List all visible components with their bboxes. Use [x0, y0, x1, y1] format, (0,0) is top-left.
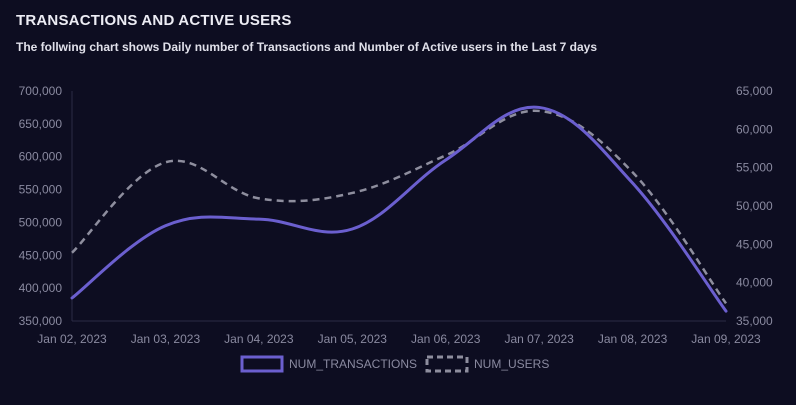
left-tick-label: 500,000	[19, 215, 63, 229]
legend-item-num-users[interactable]: NUM_USERS	[425, 355, 549, 373]
x-axis: Jan 02, 2023 Jan 03, 2023 Jan 04, 2023 Jan …	[37, 320, 761, 346]
right-tick-label: 60,000	[736, 122, 773, 136]
series-line-num-users	[71, 109, 728, 305]
chart-title: TRANSACTIONS AND ACTIVE USERS	[16, 12, 292, 29]
x-tick-label: Jan 05, 2023	[318, 332, 388, 346]
legend-swatch	[425, 355, 469, 373]
legend-label: NUM_USERS	[474, 357, 549, 371]
right-tick-label: 40,000	[736, 276, 773, 290]
right-tick-label: 35,000	[736, 314, 773, 328]
left-tick-label: 600,000	[19, 150, 63, 164]
legend-label: NUM_TRANSACTIONS	[289, 357, 417, 371]
left-axis: 350,000 400,000 450,000 500,000 550,000 600,0…	[19, 84, 73, 328]
legend[interactable]: NUM_TRANSACTIONS NUM_USERS	[240, 355, 549, 373]
series-lines	[70, 105, 728, 313]
x-tick-label: Jan 07, 2023	[504, 332, 574, 346]
left-tick-label: 550,000	[19, 183, 63, 197]
x-tick-label: Jan 02, 2023	[37, 332, 107, 346]
series-line-num-transactions	[70, 105, 728, 313]
x-tick-label: Jan 09, 2023	[691, 332, 761, 346]
x-tick-label: Jan 04, 2023	[224, 332, 294, 346]
right-tick-label: 55,000	[736, 161, 773, 175]
x-tick-label: Jan 03, 2023	[131, 332, 201, 346]
left-tick-label: 650,000	[19, 117, 63, 131]
legend-swatch	[240, 355, 284, 373]
chart-subtitle: The follwing chart shows Daily number of…	[16, 40, 598, 54]
right-axis: 35,000 40,000 45,000 50,000 55,000 60,000 65,0…	[736, 84, 773, 328]
right-tick-label: 65,000	[736, 84, 773, 98]
legend-item-num-transactions[interactable]: NUM_TRANSACTIONS	[240, 355, 417, 373]
right-tick-label: 45,000	[736, 237, 773, 251]
left-tick-label: 450,000	[19, 248, 63, 262]
right-tick-label: 50,000	[736, 199, 773, 213]
left-tick-label: 400,000	[19, 281, 63, 295]
x-tick-label: Jan 06, 2023	[411, 332, 481, 346]
left-tick-label: 700,000	[19, 84, 63, 98]
x-tick-label: Jan 08, 2023	[598, 332, 668, 346]
left-tick-label: 350,000	[19, 314, 63, 328]
